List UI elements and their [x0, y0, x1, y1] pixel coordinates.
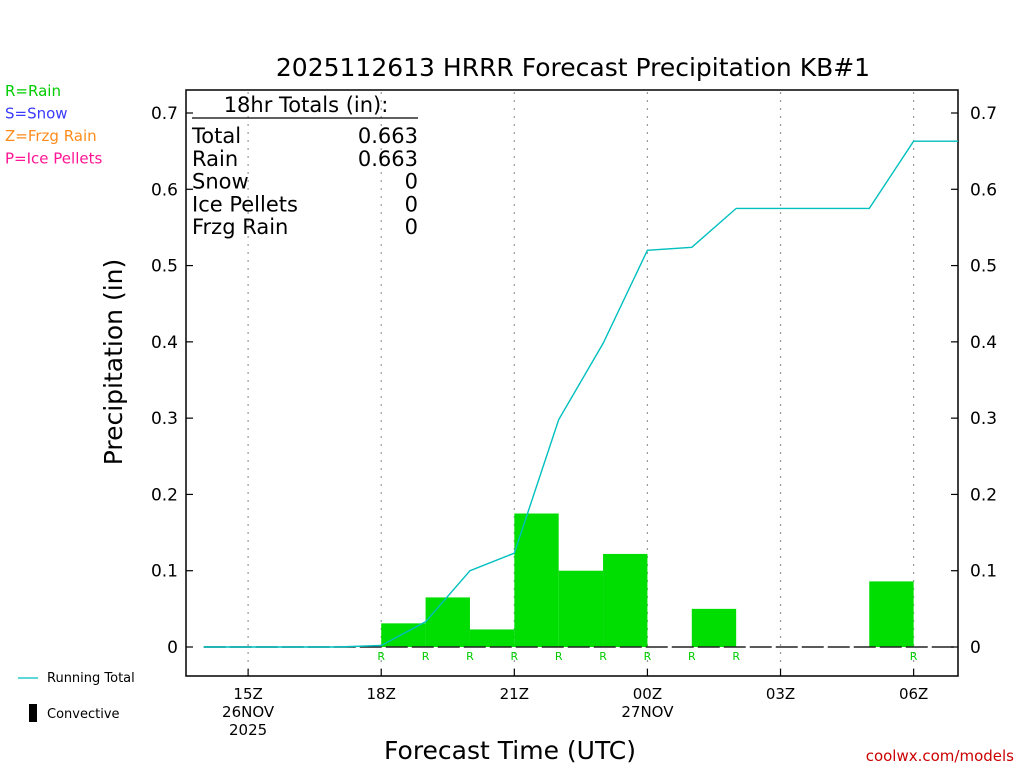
totals-value: 0.663 — [358, 147, 418, 171]
y-tick-label-left: 0.3 — [151, 409, 178, 429]
totals-label: Rain — [192, 147, 238, 171]
y-axis-ticks: 0 00.1 0.10.2 0.20.3 0.30.4 0.40.5 0.50.6 0.60.… — [151, 104, 997, 658]
legend-item: S=Snow — [5, 105, 68, 123]
y-tick-label-right: 0 — [970, 638, 981, 658]
totals-box: 18hr Totals (in): Total 0.663 Rain 0.663 Sno… — [191, 93, 418, 239]
y-tick-label-left: 0.5 — [151, 257, 178, 277]
x-tick-label: 15Z — [233, 685, 262, 703]
precip-bar — [381, 623, 426, 647]
x-tick-label: 21Z — [500, 685, 529, 703]
precip-bar — [469, 629, 515, 647]
chart-title: 2025112613 HRRR Forecast Precipitation K… — [276, 53, 870, 82]
rain-marker: R — [510, 650, 518, 663]
y-tick-label-right: 0.1 — [970, 562, 997, 582]
convective-legend-swatch — [29, 704, 37, 722]
rain-marker: R — [422, 650, 430, 663]
precip-bar — [869, 581, 914, 647]
totals-value: 0 — [405, 170, 418, 194]
x-tick-label: 26NOV — [222, 703, 275, 721]
rain-marker: R — [732, 650, 740, 663]
y-tick-label-right: 0.3 — [970, 409, 997, 429]
precip-type-legend: R=Rain S=Snow Z=Frzg Rain P=Ice Pellets — [5, 82, 102, 168]
y-tick-label-right: 0.6 — [970, 180, 997, 200]
precip-bar — [691, 608, 737, 647]
precip-bar — [603, 553, 648, 647]
gridlines — [247, 92, 915, 674]
precip-bar — [558, 570, 604, 647]
rain-marker: R — [377, 650, 385, 663]
totals-label: Snow — [192, 170, 249, 194]
totals-value: 0 — [405, 215, 418, 239]
legend-item: R=Rain — [5, 82, 61, 100]
y-tick-label-left: 0.7 — [151, 104, 178, 124]
precip-bar — [514, 513, 559, 647]
y-tick-label-right: 0.5 — [970, 257, 997, 277]
totals-value: 0.663 — [358, 124, 418, 148]
y-tick-label-right: 0.7 — [970, 104, 997, 124]
rain-marker: R — [466, 650, 474, 663]
totals-value: 0 — [405, 192, 418, 216]
legend-item: Z=Frzg Rain — [5, 127, 97, 145]
rain-marker: R — [688, 650, 696, 663]
rain-marker: R — [555, 650, 563, 663]
x-tick-label: 18Z — [367, 685, 396, 703]
y-axis-label: Precipitation (in) — [99, 259, 128, 466]
running-total-series — [203, 140, 958, 648]
precip-bars — [381, 513, 914, 647]
totals-header: 18hr Totals (in): — [224, 93, 389, 117]
x-tick-label: 03Z — [766, 685, 795, 703]
convective-legend-label: Convective — [47, 707, 120, 722]
precip-bar — [425, 597, 470, 647]
plot-frame — [185, 89, 959, 677]
running-total-legend-label: Running Total — [47, 671, 135, 686]
y-tick-label-left: 0 — [167, 638, 178, 658]
totals-label: Frzg Rain — [192, 215, 288, 239]
y-tick-label-right: 0.4 — [970, 333, 997, 353]
totals-label: Ice Pellets — [192, 192, 298, 216]
x-axis-label: Forecast Time (UTC) — [384, 736, 636, 765]
y-tick-label-left: 0.4 — [151, 333, 178, 353]
x-tick-label: 06Z — [899, 685, 928, 703]
legend-item: P=Ice Pellets — [5, 150, 102, 168]
y-tick-label-right: 0.2 — [970, 485, 997, 505]
rain-marker: R — [599, 650, 607, 663]
y-tick-label-left: 0.2 — [151, 485, 178, 505]
y-tick-label-left: 0.1 — [151, 562, 178, 582]
credit-text: coolwx.com/models — [866, 747, 1014, 765]
x-tick-label: 2025 — [229, 721, 267, 739]
x-tick-label: 27NOV — [621, 703, 674, 721]
rain-marker: R — [644, 650, 652, 663]
y-tick-label-left: 0.6 — [151, 180, 178, 200]
rain-marker: R — [910, 650, 918, 663]
totals-label: Total — [191, 124, 241, 148]
x-tick-label: 00Z — [633, 685, 662, 703]
running-total-line — [203, 140, 958, 648]
